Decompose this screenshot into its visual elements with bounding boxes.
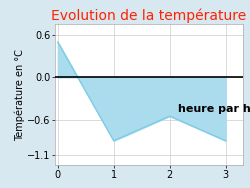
Y-axis label: Température en °C: Température en °C [14,49,25,141]
Title: Evolution de la température: Evolution de la température [51,9,246,23]
Text: heure par heure: heure par heure [178,104,250,114]
